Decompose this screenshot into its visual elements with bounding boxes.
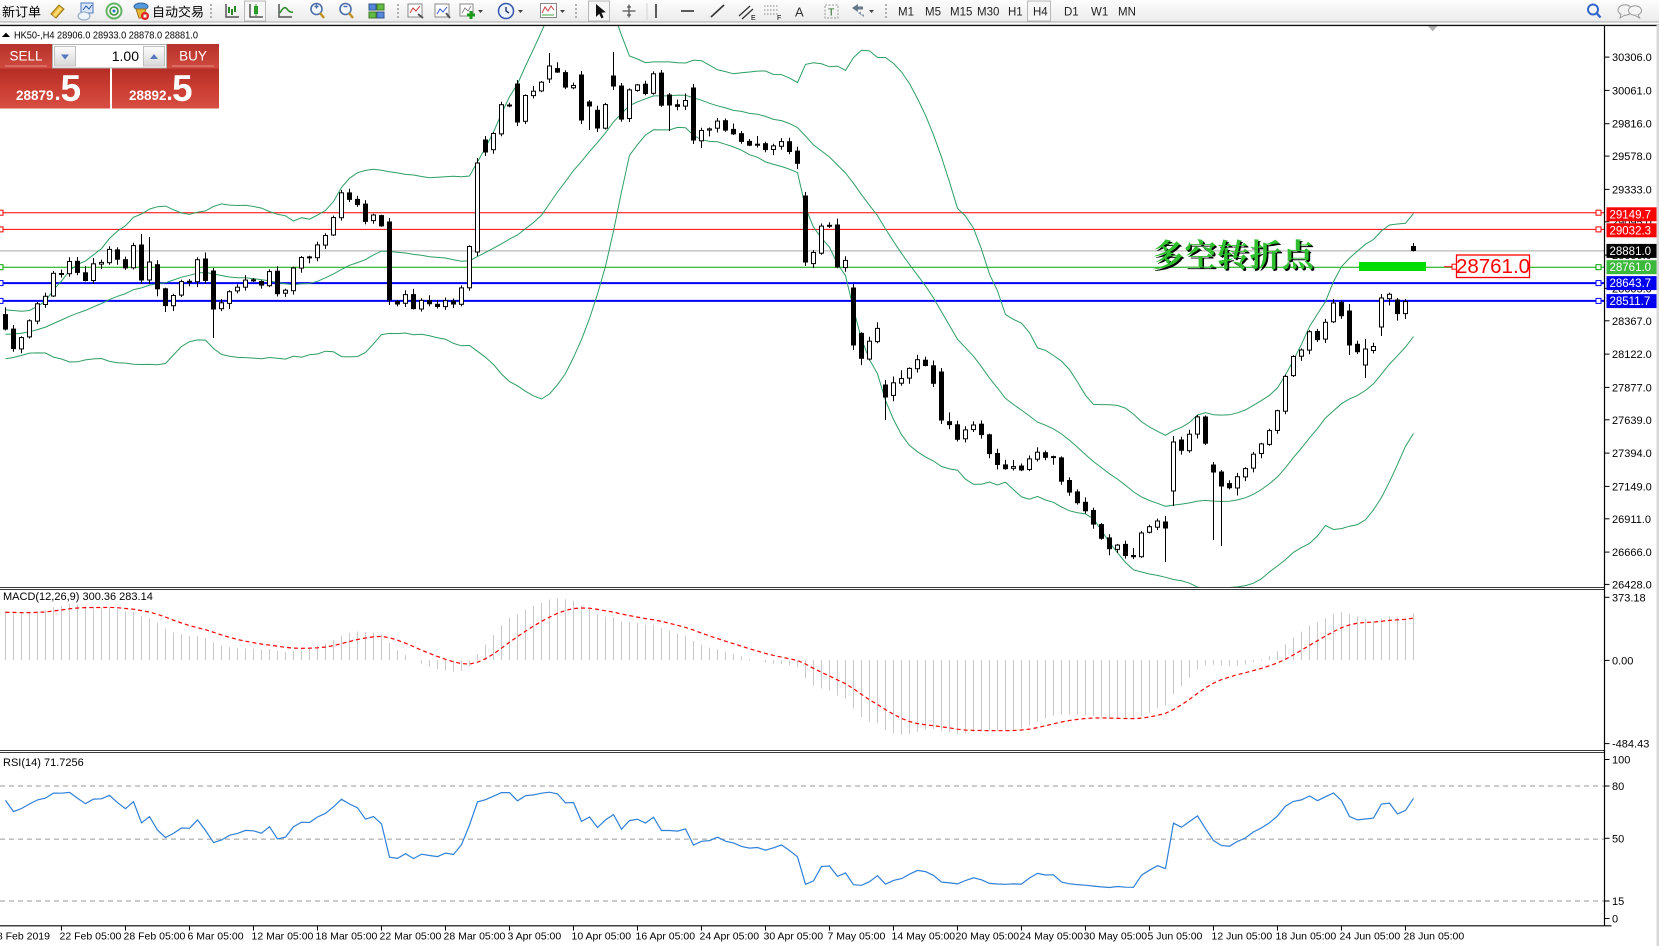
svg-text:22 Mar 05:00: 22 Mar 05:00: [380, 931, 442, 943]
svg-text:28367.0: 28367.0: [1612, 316, 1652, 328]
svg-text:5: 5: [61, 68, 82, 109]
svg-text:H1: H1: [1008, 7, 1023, 19]
svg-text:M5: M5: [925, 7, 941, 19]
svg-text:T: T: [828, 7, 835, 19]
svg-text:18 Feb 2019: 18 Feb 2019: [0, 931, 50, 943]
svg-text:12 Mar 05:00: 12 Mar 05:00: [252, 931, 314, 943]
svg-text:28892: 28892: [129, 88, 167, 103]
svg-text:15: 15: [1612, 896, 1624, 908]
svg-text:29816.0: 29816.0: [1612, 119, 1652, 131]
svg-text:H4: H4: [1033, 7, 1048, 19]
svg-text:27639.0: 27639.0: [1612, 415, 1652, 427]
svg-text:18 Mar 05:00: 18 Mar 05:00: [316, 931, 378, 943]
svg-text:29333.0: 29333.0: [1612, 184, 1652, 196]
svg-text:F: F: [777, 15, 781, 22]
svg-text:BUY: BUY: [179, 49, 207, 64]
svg-text:27394.0: 27394.0: [1612, 448, 1652, 460]
svg-text:1.00: 1.00: [112, 48, 139, 64]
svg-text:28122.0: 28122.0: [1612, 349, 1652, 361]
svg-text:MN: MN: [1118, 7, 1136, 19]
svg-text:24 Apr 05:00: 24 Apr 05:00: [700, 931, 760, 943]
svg-text:W1: W1: [1091, 7, 1108, 19]
svg-text:16 Apr 05:00: 16 Apr 05:00: [636, 931, 696, 943]
svg-text:18 Jun 05:00: 18 Jun 05:00: [1276, 931, 1337, 943]
svg-text:M15: M15: [950, 7, 972, 19]
svg-text:28761.0: 28761.0: [1456, 255, 1530, 278]
svg-text:5 Jun 05:00: 5 Jun 05:00: [1148, 931, 1203, 943]
svg-text:27877.0: 27877.0: [1612, 382, 1652, 394]
svg-text:.: .: [55, 80, 61, 105]
svg-text:12 Jun 05:00: 12 Jun 05:00: [1212, 931, 1273, 943]
svg-text:10 Apr 05:00: 10 Apr 05:00: [572, 931, 632, 943]
svg-text:0: 0: [1612, 914, 1618, 926]
svg-text:28511.7: 28511.7: [1610, 296, 1651, 308]
svg-text:30 Apr 05:00: 30 Apr 05:00: [764, 931, 824, 943]
svg-text:RSI(14) 71.7256: RSI(14) 71.7256: [3, 757, 84, 769]
svg-text:28879: 28879: [16, 88, 54, 103]
svg-text:28 Feb 05:00: 28 Feb 05:00: [124, 931, 186, 943]
svg-text:0.00: 0.00: [1612, 655, 1633, 667]
svg-text:28881.0: 28881.0: [1610, 246, 1652, 258]
svg-text:80: 80: [1612, 781, 1624, 793]
svg-text:14 May 05:00: 14 May 05:00: [892, 931, 956, 943]
svg-text:30061.0: 30061.0: [1612, 85, 1652, 97]
svg-text:26428.0: 26428.0: [1612, 579, 1652, 591]
svg-text:373.18: 373.18: [1612, 592, 1646, 604]
svg-text:26911.0: 26911.0: [1612, 514, 1651, 526]
svg-text:6 Mar 05:00: 6 Mar 05:00: [188, 931, 244, 943]
svg-text:D1: D1: [1064, 7, 1079, 19]
svg-text:7 May 05:00: 7 May 05:00: [828, 931, 886, 943]
svg-text:29032.3: 29032.3: [1610, 225, 1652, 237]
svg-text:100: 100: [1612, 755, 1630, 767]
svg-text:MACD(12,26,9) 300.36 283.14: MACD(12,26,9) 300.36 283.14: [3, 591, 153, 603]
svg-text:-484.43: -484.43: [1612, 739, 1649, 751]
svg-text:26666.0: 26666.0: [1612, 547, 1652, 559]
svg-text:28 Mar 05:00: 28 Mar 05:00: [444, 931, 506, 943]
svg-text:A: A: [795, 5, 804, 20]
svg-text:28761.0: 28761.0: [1610, 262, 1652, 274]
svg-text:30306.0: 30306.0: [1612, 52, 1652, 64]
svg-text:27149.0: 27149.0: [1612, 481, 1652, 493]
svg-text:22 Feb 05:00: 22 Feb 05:00: [60, 931, 122, 943]
svg-text:20 May 05:00: 20 May 05:00: [956, 931, 1020, 943]
svg-text:24 Jun 05:00: 24 Jun 05:00: [1340, 931, 1401, 943]
svg-text:SELL: SELL: [9, 49, 43, 64]
svg-text:50: 50: [1612, 833, 1624, 845]
svg-text:HK50-,H4 28906.0 28933.0 2887: HK50-,H4 28906.0 28933.0 28878.0 28881.0: [14, 30, 198, 42]
svg-text:E: E: [751, 15, 756, 22]
svg-text:5: 5: [172, 68, 193, 109]
svg-text:30 May 05:00: 30 May 05:00: [1084, 931, 1148, 943]
svg-text:28 Jun 05:00: 28 Jun 05:00: [1404, 931, 1465, 943]
svg-text:.: .: [167, 80, 173, 105]
svg-text:29578.0: 29578.0: [1612, 151, 1652, 163]
svg-text:28643.7: 28643.7: [1610, 278, 1652, 290]
svg-text:M30: M30: [977, 7, 999, 19]
svg-text:29149.7: 29149.7: [1610, 209, 1652, 221]
svg-text:3 Apr 05:00: 3 Apr 05:00: [508, 931, 562, 943]
svg-text:24 May 05:00: 24 May 05:00: [1020, 931, 1084, 943]
svg-text:M1: M1: [898, 7, 914, 19]
